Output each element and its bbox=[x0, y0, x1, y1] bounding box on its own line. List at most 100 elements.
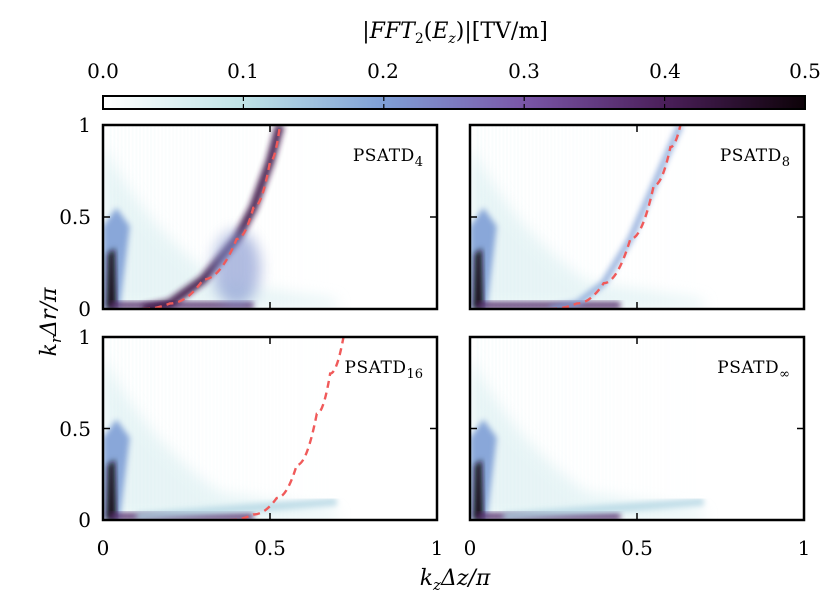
heatmap-streak bbox=[586, 125, 589, 309]
heatmap-streak bbox=[301, 125, 303, 309]
panel-label-main: PSATD bbox=[345, 358, 407, 378]
heatmap-streak bbox=[590, 125, 593, 309]
heatmap-streak bbox=[219, 337, 222, 520]
heatmap-streak bbox=[675, 125, 677, 309]
heatmap-streak bbox=[194, 125, 197, 309]
heatmap-streak bbox=[642, 337, 645, 520]
heatmap-streak bbox=[675, 337, 677, 520]
y-tick-labels-bottom: 0 0.5 1 bbox=[59, 325, 91, 532]
heatmap-streak bbox=[645, 125, 648, 309]
heatmap-streak bbox=[190, 125, 193, 309]
heatmap-streak bbox=[230, 337, 233, 520]
heatmap-streak bbox=[542, 125, 545, 309]
heatmap-streak bbox=[645, 337, 648, 520]
heatmap-streak bbox=[542, 337, 545, 520]
heatmap-streak bbox=[208, 337, 211, 520]
colorbar-tick-label: 0.0 bbox=[87, 59, 119, 83]
x-tick-labels-left: 0 0.5 1 bbox=[97, 536, 444, 560]
heatmap-streak bbox=[612, 125, 615, 309]
panel-psatd-: PSATD∞ bbox=[468, 335, 806, 522]
heatmap-core bbox=[473, 459, 484, 520]
heatmap-streak bbox=[561, 125, 564, 309]
heatmap-streak bbox=[183, 125, 186, 309]
panel-label: PSATD∞ bbox=[717, 358, 790, 382]
heatmap-streak bbox=[531, 337, 534, 520]
heatmap bbox=[103, 337, 338, 520]
heatmap-streak bbox=[550, 337, 553, 520]
x-tick-label: 0 bbox=[464, 536, 477, 560]
heatmap-streak bbox=[686, 125, 688, 309]
heatmap-streak bbox=[227, 125, 230, 309]
colorbar bbox=[102, 95, 806, 110]
heatmap-streak bbox=[308, 125, 310, 309]
dispersion-curve bbox=[229, 337, 345, 520]
heatmap-streak bbox=[241, 125, 244, 309]
heatmap-streak bbox=[230, 125, 233, 309]
heatmap-streak bbox=[301, 337, 303, 520]
colorbar-tick-labels: 0.0 0.1 0.2 0.3 0.4 0.5 bbox=[87, 59, 821, 83]
heatmap-streak bbox=[539, 125, 542, 309]
heatmap-streak bbox=[671, 337, 673, 520]
panel-label-sub: 8 bbox=[782, 155, 790, 170]
heatmap-streak bbox=[216, 125, 219, 309]
heatmap-streak bbox=[572, 337, 575, 520]
heatmap-streak bbox=[682, 337, 684, 520]
heatmap-streak bbox=[616, 125, 619, 309]
heatmap-streak bbox=[539, 337, 542, 520]
heatmap-haze bbox=[470, 355, 704, 520]
heatmap-streak bbox=[297, 337, 299, 520]
heatmap-streak bbox=[583, 125, 586, 309]
heatmap-streak bbox=[260, 125, 263, 309]
heatmap-streak bbox=[660, 125, 662, 309]
heatmap-streak bbox=[601, 125, 604, 309]
heatmap-streak bbox=[205, 337, 208, 520]
y-axis-label: krΔr/π bbox=[37, 287, 65, 356]
panel-label-sub: 4 bbox=[415, 155, 423, 170]
heatmap-streak bbox=[315, 125, 317, 309]
heatmap-streak bbox=[557, 337, 560, 520]
heatmap-streak bbox=[668, 337, 670, 520]
heatmap-haze bbox=[103, 355, 337, 520]
x-tick-labels-right: 0 0.5 1 bbox=[464, 536, 811, 560]
y-tick-label: 1 bbox=[78, 325, 91, 349]
y-tick-label: 0 bbox=[78, 297, 91, 321]
y-tick-label: 0 bbox=[78, 508, 91, 532]
heatmap-streak bbox=[597, 125, 600, 309]
heatmap-streak bbox=[263, 125, 266, 309]
x-tick-label: 1 bbox=[431, 536, 444, 560]
heatmap-streak bbox=[597, 337, 600, 520]
heatmap-streak bbox=[267, 125, 270, 309]
heatmap-streak bbox=[553, 125, 556, 309]
colorbar-tick-label: 0.2 bbox=[367, 59, 399, 83]
heatmap-streak bbox=[583, 337, 586, 520]
panel-label-sub: ∞ bbox=[779, 367, 790, 382]
heatmap bbox=[470, 337, 705, 520]
heatmap-streak bbox=[517, 337, 520, 520]
heatmap-streak bbox=[627, 125, 630, 309]
heatmap-streak bbox=[553, 337, 556, 520]
heatmap-streak bbox=[686, 337, 688, 520]
panel-psatd-8: PSATD8 bbox=[468, 123, 806, 311]
heatmap-streak bbox=[682, 125, 684, 309]
heatmap-streak bbox=[271, 125, 274, 309]
heatmap-streak bbox=[238, 337, 241, 520]
heatmap-streak bbox=[612, 337, 615, 520]
heatmap-streak bbox=[326, 125, 328, 309]
heatmap-streak bbox=[535, 125, 538, 309]
heatmap-streak bbox=[319, 337, 321, 520]
heatmap-streak bbox=[619, 337, 622, 520]
panel-label-main: PSATD bbox=[353, 146, 415, 166]
heatmap-streak bbox=[293, 337, 295, 520]
heatmap-streak bbox=[528, 125, 531, 309]
heatmap-streak bbox=[282, 337, 285, 520]
heatmap-streak bbox=[161, 337, 164, 520]
heatmap-streak bbox=[223, 125, 226, 309]
heatmap-streak bbox=[297, 125, 299, 309]
heatmap-streak bbox=[161, 125, 164, 309]
heatmap-streak bbox=[260, 337, 263, 520]
panel-label: PSATD16 bbox=[345, 358, 423, 382]
heatmap-streak bbox=[649, 125, 652, 309]
heatmap-streak bbox=[664, 337, 666, 520]
x-tick-label: 0 bbox=[97, 536, 110, 560]
heatmap-streak bbox=[212, 125, 215, 309]
